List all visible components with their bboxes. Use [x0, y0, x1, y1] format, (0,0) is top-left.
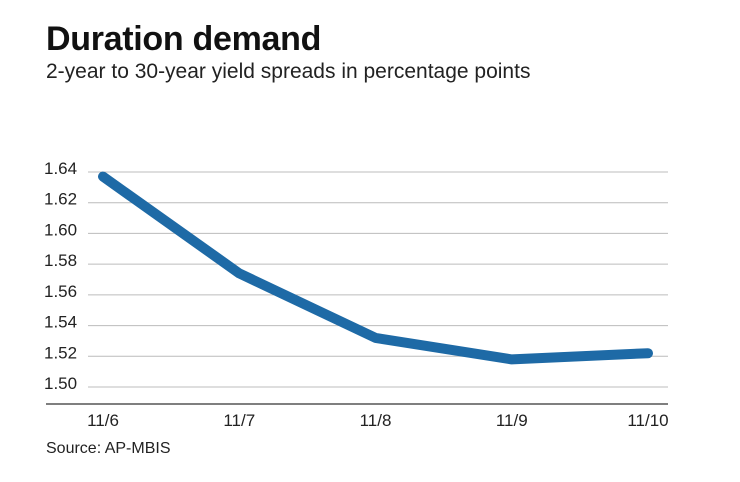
y-tick-label: 1.62	[44, 190, 77, 209]
source-note: Source: AP-MBIS	[46, 440, 171, 457]
x-tick-label: 11/9	[496, 411, 528, 430]
y-tick-label: 1.54	[44, 313, 77, 332]
x-tick-label: 11/7	[223, 411, 255, 430]
chart-title: Duration demand	[46, 20, 322, 58]
x-tick-label: 11/6	[87, 411, 119, 430]
x-tick-label: 11/10	[627, 411, 668, 430]
y-tick-label: 1.56	[44, 282, 77, 301]
y-tick-label: 1.60	[44, 220, 77, 239]
y-tick-label: 1.58	[44, 251, 77, 270]
y-tick-label: 1.64	[44, 159, 77, 178]
series-line	[98, 171, 653, 365]
y-tick-label: 1.52	[44, 343, 77, 362]
chart-subtitle: 2-year to 30-year yield spreads in perce…	[46, 60, 531, 83]
x-tick-label: 11/8	[360, 411, 392, 430]
y-tick-label: 1.50	[44, 374, 77, 393]
